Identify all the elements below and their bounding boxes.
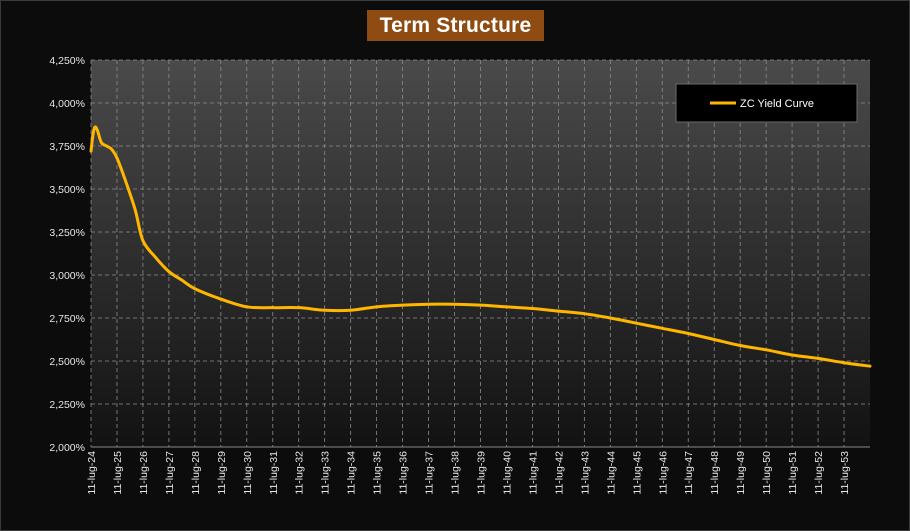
x-tick-label: 11-lug-38 [450, 451, 462, 495]
x-tick-label: 11-lug-43 [579, 451, 591, 495]
legend: ZC Yield Curve [675, 83, 858, 123]
x-tick-label: 11-lug-46 [657, 451, 669, 495]
y-tick-label: 4,000% [49, 98, 85, 110]
y-tick-label: 3,000% [49, 270, 85, 282]
y-tick-label: 2,000% [49, 442, 85, 454]
y-tick-label: 2,750% [49, 313, 85, 325]
y-axis-ticks: 2,000% 2,250% 2,500% 2,750% 3,000% 3,250% 3,50… [49, 55, 85, 454]
x-tick-label: 11-lug-42 [553, 451, 565, 495]
x-tick-label: 11-lug-37 [424, 451, 436, 495]
x-tick-label: 11-lug-48 [709, 451, 721, 495]
x-tick-label: 11-lug-30 [242, 451, 254, 495]
legend-box [675, 83, 858, 123]
x-tick-label: 11-lug-51 [787, 451, 799, 495]
x-tick-label: 11-lug-50 [761, 451, 773, 495]
x-tick-label: 11-lug-32 [294, 451, 306, 495]
x-tick-label: 11-lug-45 [631, 451, 643, 495]
x-tick-label: 11-lug-53 [839, 451, 851, 495]
y-tick-label: 3,750% [49, 141, 85, 153]
x-tick-label: 11-lug-27 [164, 451, 176, 495]
x-tick-label: 11-lug-26 [138, 451, 150, 495]
x-axis-ticks: 11-lug-24 11-lug-25 11-lug-26 11-lug-27 11-l… [86, 451, 851, 495]
x-tick-label: 11-lug-39 [476, 451, 488, 495]
x-tick-label: 11-lug-41 [527, 451, 539, 495]
gridlines [90, 59, 870, 447]
x-tick-label: 11-lug-34 [346, 451, 358, 495]
y-tick-label: 2,250% [49, 399, 85, 411]
x-tick-label: 11-lug-52 [813, 451, 825, 495]
x-tick-label: 11-lug-24 [86, 451, 98, 495]
x-tick-label: 11-lug-33 [320, 451, 332, 495]
x-tick-label: 11-lug-49 [735, 451, 747, 495]
chart-title: Term Structure [367, 10, 544, 41]
y-tick-label: 2,500% [49, 356, 85, 368]
x-tick-label: 11-lug-28 [190, 451, 202, 495]
x-tick-label: 11-lug-31 [268, 451, 280, 495]
x-tick-label: 11-lug-35 [372, 451, 384, 495]
x-tick-label: 11-lug-29 [216, 451, 228, 495]
y-tick-label: 4,250% [49, 55, 85, 67]
x-tick-label: 11-lug-47 [683, 451, 695, 495]
x-tick-label: 11-lug-25 [112, 451, 124, 495]
x-tick-label: 11-lug-44 [605, 451, 617, 495]
y-tick-label: 3,250% [49, 227, 85, 239]
x-tick-label: 11-lug-40 [501, 451, 513, 495]
legend-label: ZC Yield Curve [740, 98, 814, 110]
series-line-zc-yield-curve [89, 125, 872, 368]
x-tick-label: 11-lug-36 [398, 451, 410, 495]
y-tick-label: 3,500% [49, 184, 85, 196]
